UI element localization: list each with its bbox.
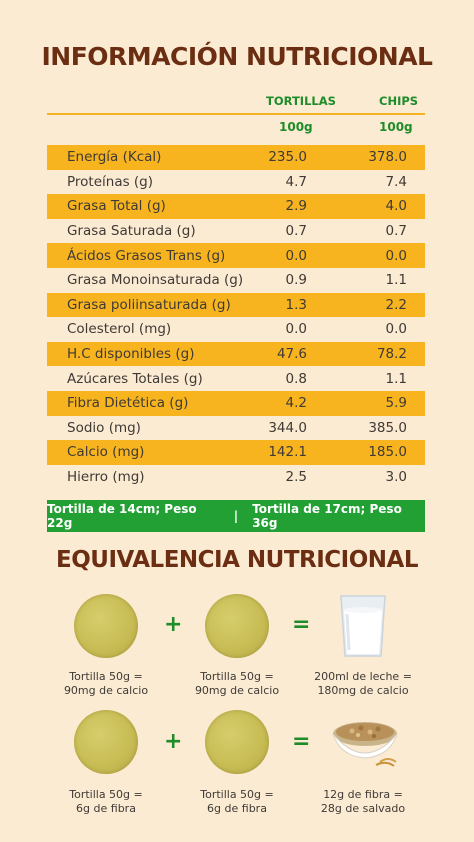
row-value-tortillas: 344.0 [268, 419, 307, 436]
tortilla-image [205, 594, 269, 658]
column-sub-chips: 100g [379, 120, 413, 134]
tortilla-size-bar: Tortilla de 14cm; Peso 22g | Tortilla de… [47, 500, 425, 532]
equivalence-caption: 200ml de leche = 180mg de calcio [314, 670, 412, 697]
row-label: Ácidos Grasos Trans (g) [67, 247, 226, 264]
row-label: Grasa Saturada (g) [67, 223, 196, 240]
equivalence-title: EQUIVALENCIA NUTRICIONAL [56, 547, 418, 573]
table-row: Azúcares Totales (g) 0.8 1.1 [47, 366, 425, 391]
row-label: Energía (Kcal) [67, 149, 162, 166]
tortilla-image [74, 594, 138, 658]
row-value-chips: 185.0 [368, 444, 407, 461]
table-row: Proteínas (g) 4.7 7.4 [47, 170, 425, 195]
nutrition-table: Energía (Kcal) 235.0 378.0 Proteínas (g) 4.… [47, 145, 425, 489]
row-value-chips: 1.1 [385, 370, 407, 387]
milk-glass-icon [340, 595, 386, 657]
row-value-tortillas: 235.0 [268, 149, 307, 166]
equivalence-caption: Tortilla 50g = 6g de fibra [69, 788, 143, 815]
row-value-chips: 2.2 [385, 296, 407, 313]
row-value-tortillas: 4.7 [285, 173, 307, 190]
row-label: Fibra Dietética (g) [67, 395, 189, 412]
row-value-chips: 78.2 [376, 346, 407, 363]
table-row: Grasa poliinsaturada (g) 1.3 2.2 [47, 292, 425, 318]
row-label: H.C disponibles (g) [67, 346, 195, 363]
table-row: Sodio (mg) 344.0 385.0 [47, 416, 425, 441]
plus-sign: + [164, 729, 183, 754]
plus-sign: + [164, 612, 183, 637]
tortilla-size-large: Tortilla de 17cm; Peso 36g [252, 502, 402, 530]
table-row: Colesterol (mg) 0.0 0.0 [47, 317, 425, 342]
tortilla-image [205, 710, 269, 774]
row-value-chips: 378.0 [368, 149, 407, 166]
equivalence-caption: Tortilla 50g = 90mg de calcio [63, 670, 149, 697]
table-row: Fibra Dietética (g) 4.2 5.9 [47, 390, 425, 416]
row-value-chips: 5.9 [385, 395, 407, 412]
row-value-tortillas: 0.9 [285, 272, 307, 289]
row-label: Sodio (mg) [67, 419, 141, 436]
row-value-chips: 0.0 [385, 247, 407, 264]
row-label: Grasa poliinsaturada (g) [67, 296, 231, 313]
bar-separator: | [233, 509, 239, 523]
row-value-chips: 0.7 [385, 223, 407, 240]
column-header-chips: CHIPS [379, 94, 419, 108]
tortilla-size-small: Tortilla de 14cm; Peso 22g [47, 502, 197, 530]
row-value-chips: 3.0 [385, 469, 407, 486]
row-label: Colesterol (mg) [67, 321, 172, 338]
row-value-tortillas: 142.1 [268, 444, 307, 461]
row-value-chips: 1.1 [385, 272, 407, 289]
table-row: Calcio (mg) 142.1 185.0 [47, 440, 425, 465]
row-label: Grasa Monoinsaturada (g) [67, 272, 244, 289]
row-value-tortillas: 2.5 [285, 469, 307, 486]
row-value-chips: 385.0 [368, 419, 407, 436]
page-title: INFORMACIÓN NUTRICIONAL [41, 42, 434, 71]
equivalence-caption: Tortilla 50g = 90mg de calcio [194, 670, 280, 697]
header-divider [47, 113, 425, 115]
table-row: Grasa Saturada (g) 0.7 0.7 [47, 219, 425, 244]
row-value-tortillas: 1.3 [285, 296, 307, 313]
row-value-tortillas: 47.6 [276, 346, 307, 363]
row-value-tortillas: 0.0 [285, 321, 307, 338]
row-value-tortillas: 4.2 [285, 395, 307, 412]
row-label: Grasa Total (g) [67, 198, 166, 215]
table-row: Ácidos Grasos Trans (g) 0.0 0.0 [47, 243, 425, 268]
row-value-chips: 0.0 [385, 321, 407, 338]
equivalence-caption: Tortilla 50g = 6g de fibra [200, 788, 274, 815]
bran-bowl-icon [332, 722, 398, 767]
row-label: Proteínas (g) [67, 173, 154, 190]
row-value-chips: 4.0 [385, 198, 407, 215]
equals-sign: = [292, 729, 311, 754]
table-row: Grasa Total (g) 2.9 4.0 [47, 194, 425, 219]
table-row: H.C disponibles (g) 47.6 78.2 [47, 341, 425, 367]
table-row: Energía (Kcal) 235.0 378.0 [47, 145, 425, 170]
row-value-tortillas: 0.7 [285, 223, 307, 240]
table-row: Grasa Monoinsaturada (g) 0.9 1.1 [47, 268, 425, 293]
row-label: Hierro (mg) [67, 469, 145, 486]
row-label: Azúcares Totales (g) [67, 370, 203, 387]
equals-sign: = [292, 612, 311, 637]
column-sub-tortillas: 100g [279, 120, 313, 134]
row-value-tortillas: 0.0 [285, 247, 307, 264]
column-header-tortillas: TORTILLAS [266, 94, 336, 108]
row-value-tortillas: 2.9 [285, 198, 307, 215]
row-label: Calcio (mg) [67, 444, 145, 461]
table-row: Hierro (mg) 2.5 3.0 [47, 465, 425, 490]
tortilla-image [74, 710, 138, 774]
row-value-chips: 7.4 [385, 173, 407, 190]
row-value-tortillas: 0.8 [285, 370, 307, 387]
equivalence-caption: 12g de fibra = 28g de salvado [320, 788, 406, 815]
